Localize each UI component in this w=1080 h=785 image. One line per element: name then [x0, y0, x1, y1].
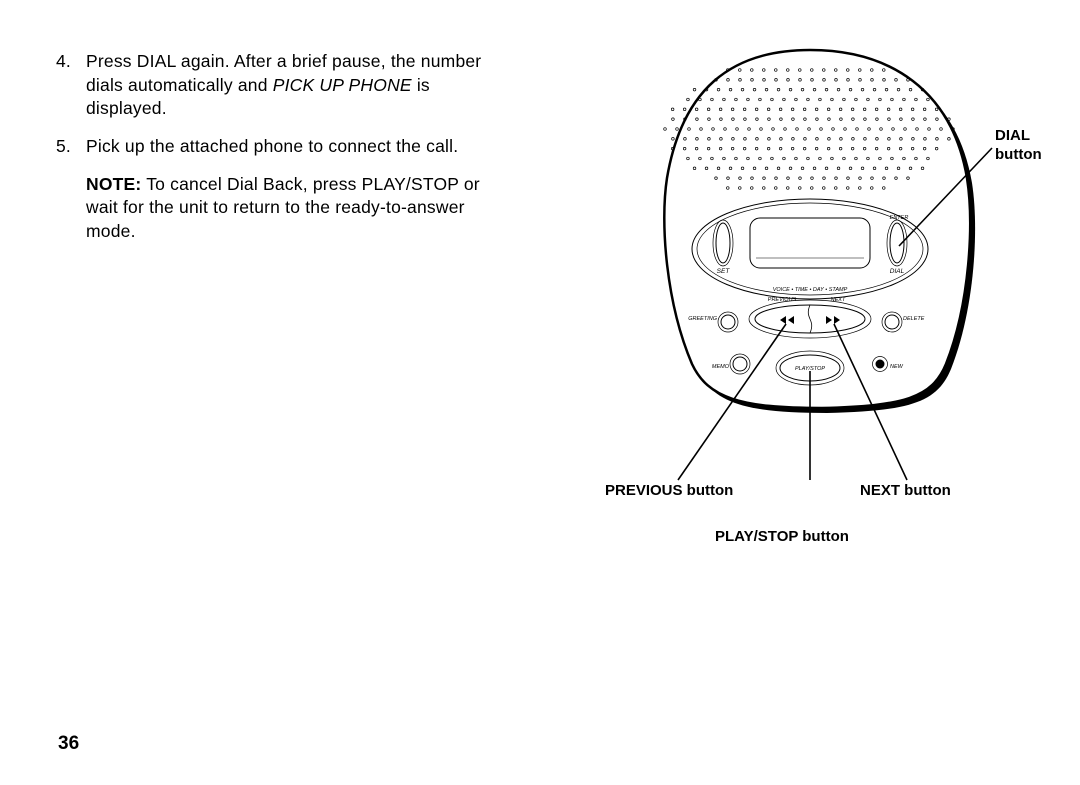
- list-body: Pick up the attached phone to connect th…: [86, 135, 511, 159]
- text-italic: PICK UP PHONE: [273, 75, 412, 95]
- svg-text:SET: SET: [717, 268, 731, 275]
- svg-text:DIAL: DIAL: [890, 268, 905, 275]
- list-body: Press DIAL again. After a brief pause, t…: [86, 50, 511, 121]
- note-label: NOTE:: [86, 174, 141, 194]
- note-text: To cancel Dial Back, press PLAY/STOP or …: [86, 174, 480, 241]
- list-item-4: 4. Press DIAL again. After a brief pause…: [56, 50, 511, 121]
- svg-text:PREVIOUS: PREVIOUS: [768, 297, 797, 303]
- instruction-text: 4. Press DIAL again. After a brief pause…: [56, 50, 511, 243]
- svg-text:VOICE • TIME • DAY • STAMP: VOICE • TIME • DAY • STAMP: [773, 287, 848, 293]
- callout-next: NEXT button: [860, 482, 951, 501]
- svg-text:ENTER: ENTER: [890, 215, 909, 221]
- note: NOTE: To cancel Dial Back, press PLAY/ST…: [56, 173, 511, 244]
- svg-text:NEW: NEW: [890, 364, 904, 370]
- svg-text:MEMO: MEMO: [712, 364, 730, 370]
- page-number: 36: [58, 733, 79, 755]
- text-pre: Pick up the attached phone to connect th…: [86, 136, 458, 156]
- svg-text:GREETING: GREETING: [688, 316, 717, 322]
- device-diagram: ENTER SET DIAL PREVIOUS NEXT VOICE • TIME • D…: [560, 28, 1040, 588]
- callout-dial: DIAL button: [995, 127, 1050, 165]
- list-item-5: 5. Pick up the attached phone to connect…: [56, 135, 511, 159]
- svg-text:DELETE: DELETE: [903, 316, 925, 322]
- list-number: 5.: [56, 135, 86, 159]
- callout-previous: PREVIOUS button: [605, 482, 733, 501]
- callout-playstop: PLAY/STOP button: [715, 528, 849, 547]
- list-number: 4.: [56, 50, 86, 121]
- svg-text:NEXT: NEXT: [831, 297, 846, 303]
- device-svg: ENTER SET DIAL PREVIOUS NEXT VOICE • TIME • D…: [560, 28, 1040, 588]
